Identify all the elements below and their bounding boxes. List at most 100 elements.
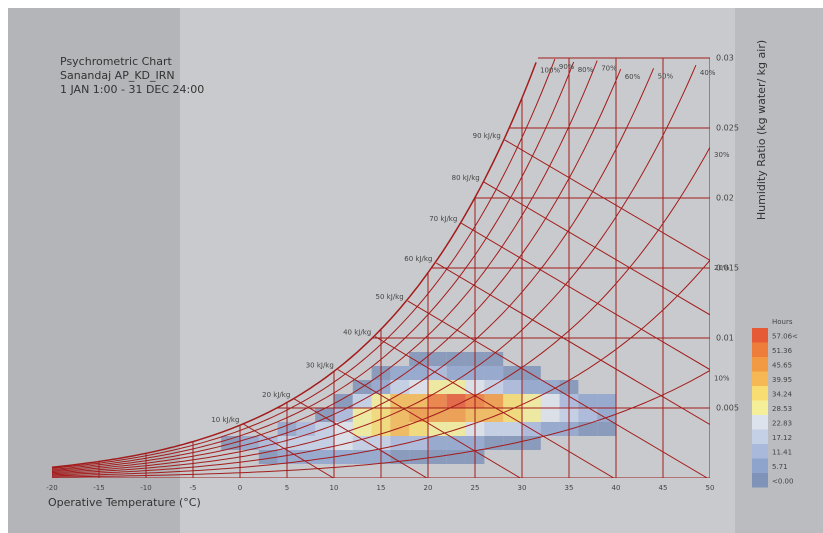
enthalpy-line [461,222,710,371]
cell [428,436,447,450]
x-tick-label: 10 [330,484,339,492]
cell [428,394,447,408]
rh-label: 100% [540,66,560,74]
cell [484,352,504,366]
enthalpy-line [436,262,710,426]
rh-curve [52,58,556,469]
x-tick-label: 45 [659,484,668,492]
cell [540,422,560,436]
cell [484,380,504,394]
x-tick-label: -20 [46,484,57,492]
cell [503,380,522,394]
cell [409,366,428,380]
cell [258,450,278,464]
cell [334,436,353,450]
cell [578,408,598,422]
enthalpy-label: 40 kJ/kg [343,329,371,337]
cell [503,394,522,408]
cell [446,450,466,464]
rh-curve [52,62,537,468]
psychro-lines [52,57,710,478]
chart-period: 1 JAN 1:00 - 31 DEC 24:00 [60,83,204,96]
cell [597,422,616,436]
rh-curve [52,146,710,476]
rh-label: 10% [714,374,730,382]
legend-title: Hours [772,318,793,326]
cell [540,380,560,394]
rh-curve [52,259,710,477]
cell [296,422,316,436]
enthalpy-line [483,181,710,316]
cell [334,450,353,464]
rh-label: 20% [714,264,730,272]
cell [390,366,410,380]
legend-swatch [752,371,768,386]
cell [503,422,522,436]
x-axis-label: Operative Temperature (°C) [48,496,201,509]
y-axis-label: Humidity Ratio (kg water/ kg air) [755,40,768,220]
cell [390,422,410,436]
cell [503,408,522,422]
enthalpy-line [337,369,521,478]
legend-swatch [752,458,768,473]
legend-swatch [752,473,768,488]
legend-label: 11.41 [772,448,792,456]
cell [428,380,447,394]
enthalpy-label: 70 kJ/kg [429,215,457,223]
legend-label: 17.12 [772,434,792,442]
cell [409,394,428,408]
rh-curve [52,61,575,470]
legend-label: 34.24 [772,390,793,398]
legend-label: 22.83 [772,419,792,427]
cell [428,408,447,422]
legend-swatch [752,444,768,459]
enthalpy-label: 60 kJ/kg [404,255,432,263]
cell [484,408,504,422]
x-tick-label: 50 [706,484,715,492]
rh-curve [52,370,710,478]
cell [446,436,466,450]
cell [334,408,353,422]
y-tick-label: 0.03 [716,54,734,63]
cell [409,436,428,450]
left-band [8,8,180,533]
enthalpy-label: 30 kJ/kg [306,362,334,370]
cell [446,352,466,366]
cell [315,450,334,464]
y-tick-label: 0.025 [716,124,739,133]
rh-curve [52,68,622,472]
x-tick-label: 40 [612,484,621,492]
x-tick-label: -15 [93,484,104,492]
cell [390,436,410,450]
cell [390,394,410,408]
legend-label: <0.00 [772,477,793,485]
cell [390,408,410,422]
legend-label: 28.53 [772,405,792,413]
x-tick-label: -5 [190,484,197,492]
y-tick-label: 0.015 [716,264,739,273]
legend-swatch [752,415,768,430]
enthalpy-line [374,336,615,478]
cell [409,450,428,464]
y-tick-label: 0.02 [716,194,734,203]
enthalpy-label: 10 kJ/kg [211,416,239,424]
legend-label: 57.06< [772,332,798,340]
rh-label: 40% [700,69,716,77]
x-tick-label: 20 [424,484,433,492]
cell [484,366,504,380]
x-tick-label: -10 [140,484,151,492]
enthalpy-label: 20 kJ/kg [262,391,290,399]
y-tick-label: 0.01 [716,334,734,343]
cell [315,408,334,422]
cell [522,380,541,394]
chart-title: Psychrometric Chart [60,55,173,68]
chart-subtitle: Sanandaj AP_KD_IRN [60,69,175,82]
cell [409,352,428,366]
legend-swatch [752,328,768,343]
rh-curve [52,60,598,471]
rh-label: 90% [559,63,575,71]
enthalpy-label: 90 kJ/kg [473,132,501,140]
rh-curve [52,65,697,475]
legend-label: 45.65 [772,361,792,369]
